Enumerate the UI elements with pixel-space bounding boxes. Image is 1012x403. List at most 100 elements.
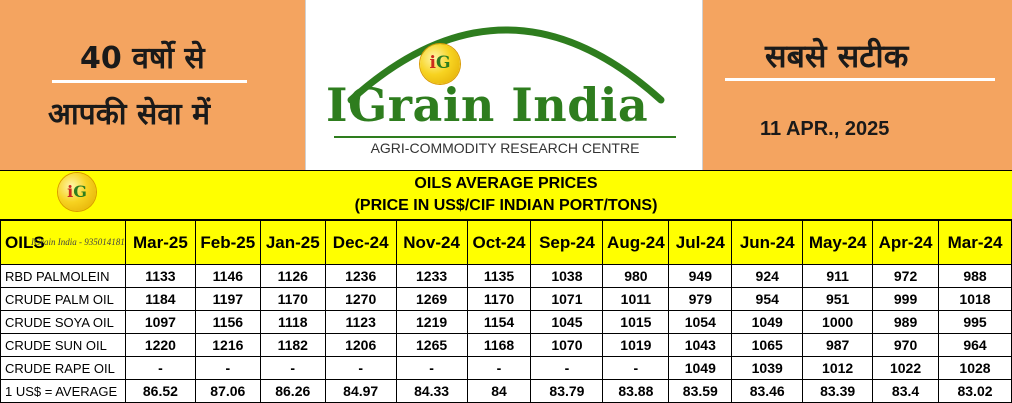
table-title-bar: iG OILS AVERAGE PRICES (PRICE IN US$/CIF… <box>0 170 1012 220</box>
table-title: OILS AVERAGE PRICES <box>414 175 598 192</box>
table-row: CRUDE PALM OIL 1184 1197 1170 1270 1269 1170 10… <box>0 287 1012 311</box>
price-cell: - <box>194 356 261 380</box>
price-cell: 1220 <box>124 333 196 357</box>
price-cell: 84 <box>466 379 532 403</box>
column-header: Dec-24 <box>324 220 397 265</box>
brand-tagline: AGRI-COMMODITY RESEARCH CENTRE <box>334 136 676 156</box>
column-header: Mar-25 <box>124 220 196 265</box>
price-cell: - <box>259 356 326 380</box>
oil-name-cell: 1 US$ = AVERAGE <box>0 379 126 403</box>
price-cell: - <box>324 356 397 380</box>
price-cell: 1071 <box>530 287 604 311</box>
price-cell: 1070 <box>530 333 604 357</box>
price-cell: 1270 <box>324 287 397 311</box>
price-cell: 83.59 <box>668 379 733 403</box>
price-cell: 1265 <box>395 333 468 357</box>
price-cell: 1133 <box>124 264 196 288</box>
price-cell: 1012 <box>802 356 874 380</box>
oil-name-cell: RBD PALMOLEIN <box>0 264 126 288</box>
price-cell: 1236 <box>324 264 397 288</box>
price-cell: 1011 <box>602 287 670 311</box>
price-cell: 1018 <box>938 287 1012 311</box>
table-header-row: OILS IGrain India - 9350141815 Mar-25 Feb… <box>0 220 1012 265</box>
table-subtitle: (PRICE IN US$/CIF INDIAN PORT/TONS) <box>354 197 658 214</box>
oil-name-cell: CRUDE PALM OIL <box>0 287 126 311</box>
table-row: CRUDE SUN OIL 1220 1216 1182 1206 1265 1168 107… <box>0 333 1012 357</box>
slogan-accurate: सबसे सटीक <box>765 37 909 75</box>
price-cell: 1118 <box>259 310 326 334</box>
oils-column-header: OILS IGrain India - 9350141815 <box>0 220 126 265</box>
oil-name-cell: CRUDE RAPE OIL <box>0 356 126 380</box>
price-cell: 1054 <box>668 310 733 334</box>
column-header: May-24 <box>802 220 874 265</box>
slogan-years: 40 वर्षो से <box>80 41 205 76</box>
price-cell: 1206 <box>324 333 397 357</box>
price-cell: 83.46 <box>731 379 804 403</box>
price-cell: 1022 <box>872 356 940 380</box>
price-cell: 1043 <box>668 333 733 357</box>
price-cell: 1197 <box>194 287 261 311</box>
price-cell: 83.4 <box>872 379 940 403</box>
price-cell: 83.02 <box>938 379 1012 403</box>
price-cell: 1146 <box>194 264 261 288</box>
oil-name-cell: CRUDE SOYA OIL <box>0 310 126 334</box>
price-cell: 949 <box>668 264 733 288</box>
ig-logo-icon: iG <box>420 44 460 84</box>
price-cell: 964 <box>938 333 1012 357</box>
slogan-panel-right: सबसे सटीक 11 APR., 2025 <box>703 0 1012 170</box>
price-cell: 972 <box>872 264 940 288</box>
price-cell: 83.39 <box>802 379 874 403</box>
price-cell: 83.79 <box>530 379 604 403</box>
price-cell: 83.88 <box>602 379 670 403</box>
price-cell: - <box>602 356 670 380</box>
price-cell: 1170 <box>466 287 532 311</box>
price-cell: - <box>124 356 196 380</box>
column-header: Nov-24 <box>395 220 468 265</box>
price-cell: 980 <box>602 264 670 288</box>
table-row: CRUDE SOYA OIL 1097 1156 1118 1123 1219 1154 10… <box>0 310 1012 334</box>
price-cell: - <box>466 356 532 380</box>
price-cell: 1039 <box>731 356 804 380</box>
price-cell: 87.06 <box>194 379 261 403</box>
price-cell: 1182 <box>259 333 326 357</box>
price-cell: 1123 <box>324 310 397 334</box>
ig-logo-small-icon: iG <box>58 173 96 211</box>
price-cell: 1049 <box>668 356 733 380</box>
price-cell: 1135 <box>466 264 532 288</box>
price-cell: 1097 <box>124 310 196 334</box>
slogan-service: आपकी सेवा में <box>48 97 211 132</box>
price-cell: 1219 <box>395 310 468 334</box>
price-cell: 1049 <box>731 310 804 334</box>
price-cell: 989 <box>872 310 940 334</box>
price-cell: 987 <box>802 333 874 357</box>
brand-logo: iG IGrain India AGRI-COMMODITY RESEARCH … <box>305 0 703 170</box>
table-row: CRUDE RAPE OIL - - - - - - - -1049 1039 1012 1022 10… <box>0 356 1012 380</box>
price-cell: 970 <box>872 333 940 357</box>
price-cell: 999 <box>872 287 940 311</box>
price-cell: 979 <box>668 287 733 311</box>
column-header: Oct-24 <box>466 220 532 265</box>
price-cell: 86.26 <box>259 379 326 403</box>
price-cell: 995 <box>938 310 1012 334</box>
table-row: 1 US$ = AVERAGE 86.52 87.06 86.26 84.97 84.33… <box>0 379 1012 403</box>
price-cell: - <box>395 356 468 380</box>
price-cell: 951 <box>802 287 874 311</box>
price-cell: 1019 <box>602 333 670 357</box>
price-cell: 1015 <box>602 310 670 334</box>
slogan-divider-right <box>725 78 995 81</box>
price-cell: 1184 <box>124 287 196 311</box>
brand-name: IGrain India <box>326 78 649 132</box>
slogan-panel-left: 40 वर्षो से आपकी सेवा में <box>0 0 305 170</box>
price-cell: 911 <box>802 264 874 288</box>
price-cell: 1065 <box>731 333 804 357</box>
column-header: Sep-24 <box>530 220 604 265</box>
report-date: 11 APR., 2025 <box>760 118 890 140</box>
price-cell: 1233 <box>395 264 468 288</box>
logo-arc-icon <box>347 26 665 104</box>
price-cell: 1000 <box>802 310 874 334</box>
price-cell: 988 <box>938 264 1012 288</box>
price-cell: 1170 <box>259 287 326 311</box>
column-header: Mar-24 <box>938 220 1012 265</box>
column-header: Jul-24 <box>668 220 733 265</box>
price-cell: 84.97 <box>324 379 397 403</box>
